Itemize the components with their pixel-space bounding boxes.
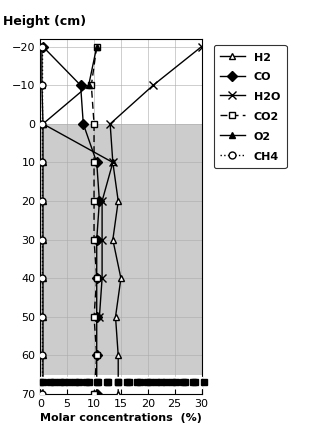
Text: Height (cm): Height (cm) <box>3 15 86 28</box>
X-axis label: Molar concentrations  (%): Molar concentrations (%) <box>40 413 202 423</box>
Bar <box>40 124 202 375</box>
Legend: H2, CO, H2O, CO2, O2, CH4: H2, CO, H2O, CO2, O2, CH4 <box>214 45 286 168</box>
